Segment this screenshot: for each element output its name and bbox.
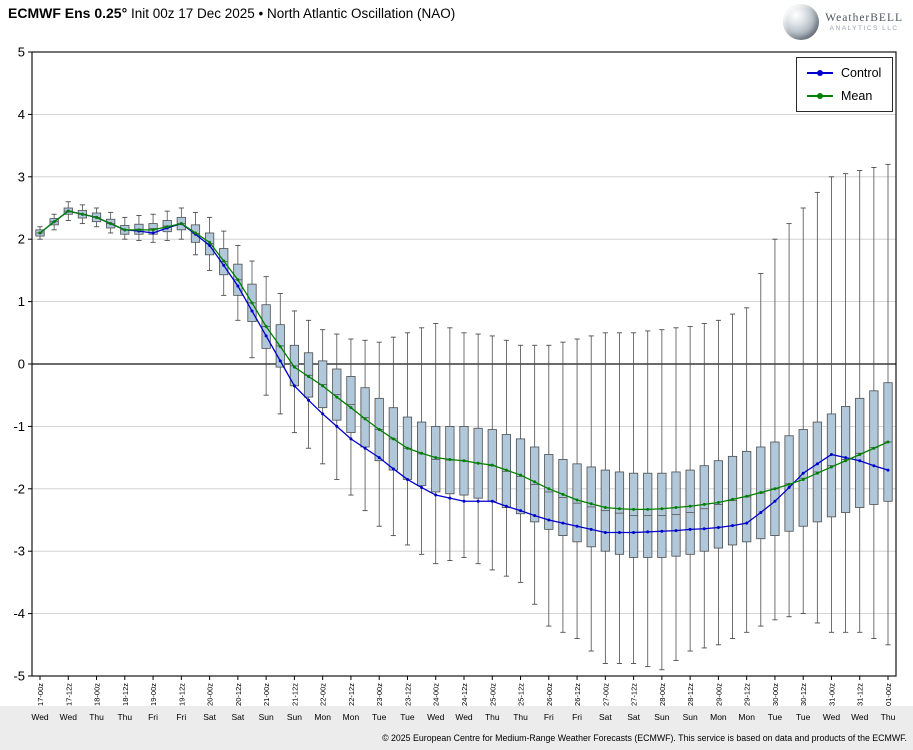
svg-text:18-12z: 18-12z (121, 683, 130, 706)
svg-text:27-12z: 27-12z (630, 683, 639, 706)
svg-text:26-00z: 26-00z (545, 683, 554, 706)
page-title: ECMWF Ens 0.25° Init 00z 17 Dec 2025 • N… (8, 5, 455, 21)
mean-series-line (38, 209, 890, 511)
mean-dot-icon (817, 93, 823, 99)
svg-text:Sat: Sat (231, 712, 244, 722)
svg-text:Mon: Mon (710, 712, 727, 722)
copyright-text: © 2025 European Centre for Medium-Range … (382, 733, 907, 743)
weatherbell-logo: WeatherBELL ANALYTICS LLC (783, 4, 903, 40)
svg-text:19-00z: 19-00z (149, 683, 158, 706)
svg-text:25-12z: 25-12z (517, 683, 526, 706)
svg-text:-2: -2 (13, 481, 25, 496)
svg-text:Sun: Sun (654, 712, 669, 722)
svg-text:Wed: Wed (851, 712, 869, 722)
svg-text:Sun: Sun (259, 712, 274, 722)
svg-text:27-00z: 27-00z (601, 683, 610, 706)
svg-text:Fri: Fri (572, 712, 582, 722)
svg-text:30-00z: 30-00z (771, 683, 780, 706)
svg-text:22-12z: 22-12z (347, 683, 356, 706)
svg-text:21-12z: 21-12z (290, 683, 299, 706)
svg-text:18-00z: 18-00z (93, 683, 102, 706)
svg-text:Thu: Thu (89, 712, 104, 722)
svg-text:24-00z: 24-00z (432, 683, 441, 706)
svg-text:31-12z: 31-12z (856, 683, 865, 706)
svg-text:Wed: Wed (823, 712, 841, 722)
legend-item-control: Control (807, 66, 882, 80)
svg-text:Thu: Thu (485, 712, 500, 722)
legend-item-mean: Mean (807, 89, 882, 103)
x-axis-labels: 17-00z Wed 17-12z Wed 18-00z Thu 18-12z Thu 19-0… (31, 676, 896, 722)
svg-text:01-00z: 01-00z (884, 683, 893, 706)
svg-text:24-12z: 24-12z (460, 683, 469, 706)
svg-text:30-12z: 30-12z (799, 683, 808, 706)
legend-label-mean: Mean (841, 89, 873, 103)
svg-text:29-00z: 29-00z (714, 683, 723, 706)
svg-text:Thu: Thu (881, 712, 896, 722)
mean-line-marker-icon (807, 93, 833, 99)
svg-text:Tue: Tue (400, 712, 415, 722)
control-line-marker-icon (807, 70, 833, 76)
svg-text:-4: -4 (13, 606, 25, 621)
svg-text:28-12z: 28-12z (686, 683, 695, 706)
svg-text:-3: -3 (13, 544, 25, 559)
svg-text:2: 2 (18, 232, 25, 247)
svg-text:29-12z: 29-12z (743, 683, 752, 706)
svg-text:Wed: Wed (427, 712, 445, 722)
svg-text:23-12z: 23-12z (403, 683, 412, 706)
svg-text:Tue: Tue (372, 712, 387, 722)
svg-text:31-00z: 31-00z (827, 683, 836, 706)
svg-text:0: 0 (18, 357, 25, 372)
svg-text:Fri: Fri (148, 712, 158, 722)
svg-text:Tue: Tue (768, 712, 783, 722)
weatherbell-logo-text: WeatherBELL ANALYTICS LLC (825, 12, 903, 32)
y-axis-labels: 5 4 3 2 1 0 -1 -2 -3 -4 -5 (13, 45, 32, 684)
legend: Control Mean (796, 57, 893, 112)
svg-text:19-12z: 19-12z (177, 683, 186, 706)
svg-text:23-00z: 23-00z (375, 683, 384, 706)
chart-title-model: ECMWF Ens 0.25° (8, 5, 128, 21)
svg-text:20-12z: 20-12z (234, 683, 243, 706)
legend-label-control: Control (841, 66, 882, 80)
svg-text:Mon: Mon (343, 712, 360, 722)
svg-text:1: 1 (18, 294, 25, 309)
svg-text:Sat: Sat (203, 712, 216, 722)
ensemble-box-whiskers (35, 163, 893, 671)
svg-text:Sat: Sat (599, 712, 612, 722)
svg-text:17-00z: 17-00z (36, 683, 45, 706)
svg-text:Wed: Wed (31, 712, 49, 722)
svg-text:Fri: Fri (544, 712, 554, 722)
svg-text:3: 3 (18, 169, 25, 184)
svg-text:20-00z: 20-00z (206, 683, 215, 706)
svg-text:Sun: Sun (683, 712, 698, 722)
svg-text:28-00z: 28-00z (658, 683, 667, 706)
svg-text:26-12z: 26-12z (573, 683, 582, 706)
weatherbell-logo-subtitle: ANALYTICS LLC (829, 25, 899, 32)
bottom-band (0, 706, 913, 750)
svg-text:Sun: Sun (287, 712, 302, 722)
svg-text:Fri: Fri (176, 712, 186, 722)
weatherbell-globe-icon (783, 4, 820, 40)
svg-text:Tue: Tue (796, 712, 811, 722)
svg-text:Wed: Wed (60, 712, 78, 722)
control-dot-icon (817, 70, 823, 76)
svg-text:Sat: Sat (627, 712, 640, 722)
svg-text:22-00z: 22-00z (319, 683, 328, 706)
weatherbell-logo-name: WeatherBELL (825, 12, 903, 24)
svg-text:5: 5 (18, 45, 25, 60)
svg-text:25-00z: 25-00z (488, 683, 497, 706)
svg-text:Wed: Wed (455, 712, 473, 722)
svg-text:-1: -1 (13, 419, 25, 434)
svg-text:-5: -5 (13, 669, 25, 684)
svg-text:Thu: Thu (117, 712, 132, 722)
svg-text:17-12z: 17-12z (64, 683, 73, 706)
svg-text:Thu: Thu (513, 712, 528, 722)
svg-text:4: 4 (18, 107, 25, 122)
svg-text:21-00z: 21-00z (262, 683, 271, 706)
chart-title-desc: Init 00z 17 Dec 2025 • North Atlantic Os… (127, 6, 456, 21)
svg-text:Mon: Mon (314, 712, 331, 722)
svg-text:Mon: Mon (738, 712, 755, 722)
